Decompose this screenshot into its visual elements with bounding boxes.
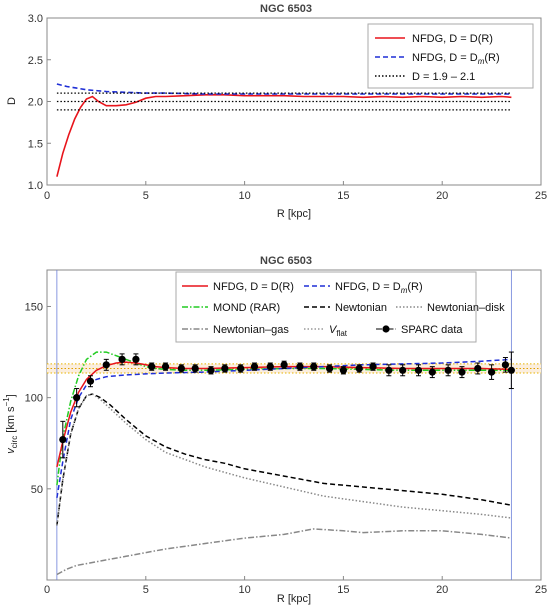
bottom-legend-label: NFDG, D = Dm(R): [335, 281, 423, 295]
sparc-data-point: [86, 377, 95, 385]
bottom-series-line-3: [56, 393, 512, 526]
bottom-y-tick-label: 100: [25, 393, 43, 405]
bottom-legend-marker: [382, 325, 390, 333]
sparc-data-point: [385, 366, 393, 374]
top-legend-box: [367, 23, 534, 89]
bottom-x-tick-label: 20: [436, 584, 448, 596]
top-x-tick-label: 10: [238, 190, 250, 202]
sparc-data-point: [191, 364, 199, 373]
sparc-data-point: [221, 364, 229, 373]
top-series-line-0: [56, 94, 512, 177]
bottom-chart-title: NGC 6503: [260, 255, 312, 267]
bottom-y-tick-label: 150: [25, 301, 43, 313]
sparc-data-point: [399, 366, 407, 374]
sparc-data-point: [355, 364, 363, 373]
sparc-data-point: [474, 364, 482, 373]
bottom-series-line-1: [56, 361, 512, 468]
top-x-tick-label: 15: [337, 190, 349, 202]
top-y-axis-label: D: [6, 97, 18, 105]
sparc-data-point: [102, 361, 110, 369]
top-y-tick-label: 1.5: [28, 138, 43, 150]
sparc-data-point: [250, 363, 259, 371]
top-panel: NGC 6503 0 5 10 15 20 25 1.0 1.5 2.0 2.5 3.0 R [k…: [6, 3, 547, 220]
bottom-series-line-5: [56, 528, 512, 576]
bottom-legend-label: Vflat: [329, 324, 348, 338]
top-x-tick-label: 20: [436, 190, 448, 202]
sparc-data-point: [444, 366, 452, 374]
bottom-x-axis-label: R [kpc]: [277, 593, 311, 605]
sparc-data-points: [59, 351, 515, 459]
sparc-data-point: [148, 363, 156, 371]
bottom-legend-label: SPARC data: [401, 324, 463, 336]
sparc-data-point: [458, 368, 466, 376]
bottom-legend-box: [175, 271, 477, 343]
sparc-data-point: [59, 435, 67, 444]
bottom-y-tick-label: 50: [31, 484, 43, 496]
bottom-legend-label: Newtonian: [335, 302, 387, 314]
top-x-ticks: 0 5 10 15 20 25: [44, 181, 547, 202]
bottom-x-tick-label: 5: [143, 584, 149, 596]
bottom-legend: NFDG, D = D(R) NFDG, D = Dm(R) MOND (RAR) N…: [175, 271, 505, 343]
top-x-tick-label: 5: [143, 190, 149, 202]
sparc-data-point: [325, 364, 334, 373]
bottom-legend-label: Newtonian–disk: [427, 302, 505, 314]
top-y-tick-label: 2.0: [28, 97, 43, 109]
top-legend-label: NFDG, D = Dm(R): [412, 52, 500, 66]
sparc-data-point: [207, 366, 215, 374]
sparc-data-point: [369, 363, 377, 371]
bottom-x-tick-label: 25: [535, 584, 547, 596]
sparc-data-point: [488, 368, 496, 376]
bottom-y-axis-label: vcirc [km s−1]: [2, 394, 19, 453]
sparc-data-point: [177, 364, 185, 373]
bottom-legend-label: Newtonian–gas: [213, 324, 289, 336]
top-y-ticks: 1.0 1.5 2.0 2.5 3.0: [28, 13, 51, 192]
sparc-data-point: [161, 363, 170, 371]
bottom-x-tick-label: 15: [337, 584, 349, 596]
sparc-data-point: [280, 361, 288, 369]
sparc-data-point: [339, 366, 347, 374]
top-y-tick-label: 1.0: [28, 180, 43, 192]
sparc-data-point: [428, 368, 436, 376]
top-y-tick-label: 3.0: [28, 13, 43, 25]
sparc-data-point: [501, 361, 510, 369]
sparc-data-point: [266, 363, 274, 371]
vertical-lines: [56, 270, 512, 580]
bottom-series-line-2: [56, 358, 512, 499]
top-series: [56, 83, 512, 177]
bottom-legend-label: MOND (RAR): [213, 302, 280, 314]
sparc-data-point: [237, 364, 245, 373]
sparc-data-point: [118, 355, 126, 363]
sparc-data-point: [132, 355, 140, 363]
top-x-axis-label: R [kpc]: [277, 208, 311, 220]
bottom-series: [56, 351, 512, 576]
top-chart-title: NGC 6503: [260, 3, 312, 15]
bottom-y-ticks: 50 100 150: [25, 301, 51, 496]
top-y-tick-label: 2.5: [28, 55, 43, 67]
bottom-series-line-4: [56, 393, 512, 526]
bottom-x-tick-label: 10: [238, 584, 250, 596]
top-legend: NFDG, D = D(R) NFDG, D = Dm(R) D = 1.9 – 2…: [367, 23, 534, 89]
bottom-panel: NGC 6503 0 5 10 15 20 25 50 100 150 R [kpc] vci…: [2, 255, 547, 605]
bottom-plot-frame: [46, 269, 542, 581]
sparc-data-point: [414, 366, 423, 374]
bottom-series-line-0: [56, 351, 512, 486]
bottom-x-tick-label: 0: [44, 584, 50, 596]
sparc-data-point: [507, 366, 515, 374]
bottom-x-ticks: 0 5 10 15 20 25: [44, 576, 547, 596]
sparc-data-point: [73, 394, 81, 402]
top-x-tick-label: 0: [44, 190, 50, 202]
top-legend-label: NFDG, D = D(R): [412, 33, 493, 45]
sparc-data-point: [296, 363, 304, 371]
bottom-legend-label: NFDG, D = D(R): [213, 281, 294, 293]
top-legend-label: D = 1.9 – 2.1: [412, 71, 475, 83]
sparc-data-point: [310, 363, 318, 371]
top-x-tick-label: 25: [535, 190, 547, 202]
top-series-line-1: [56, 83, 512, 95]
